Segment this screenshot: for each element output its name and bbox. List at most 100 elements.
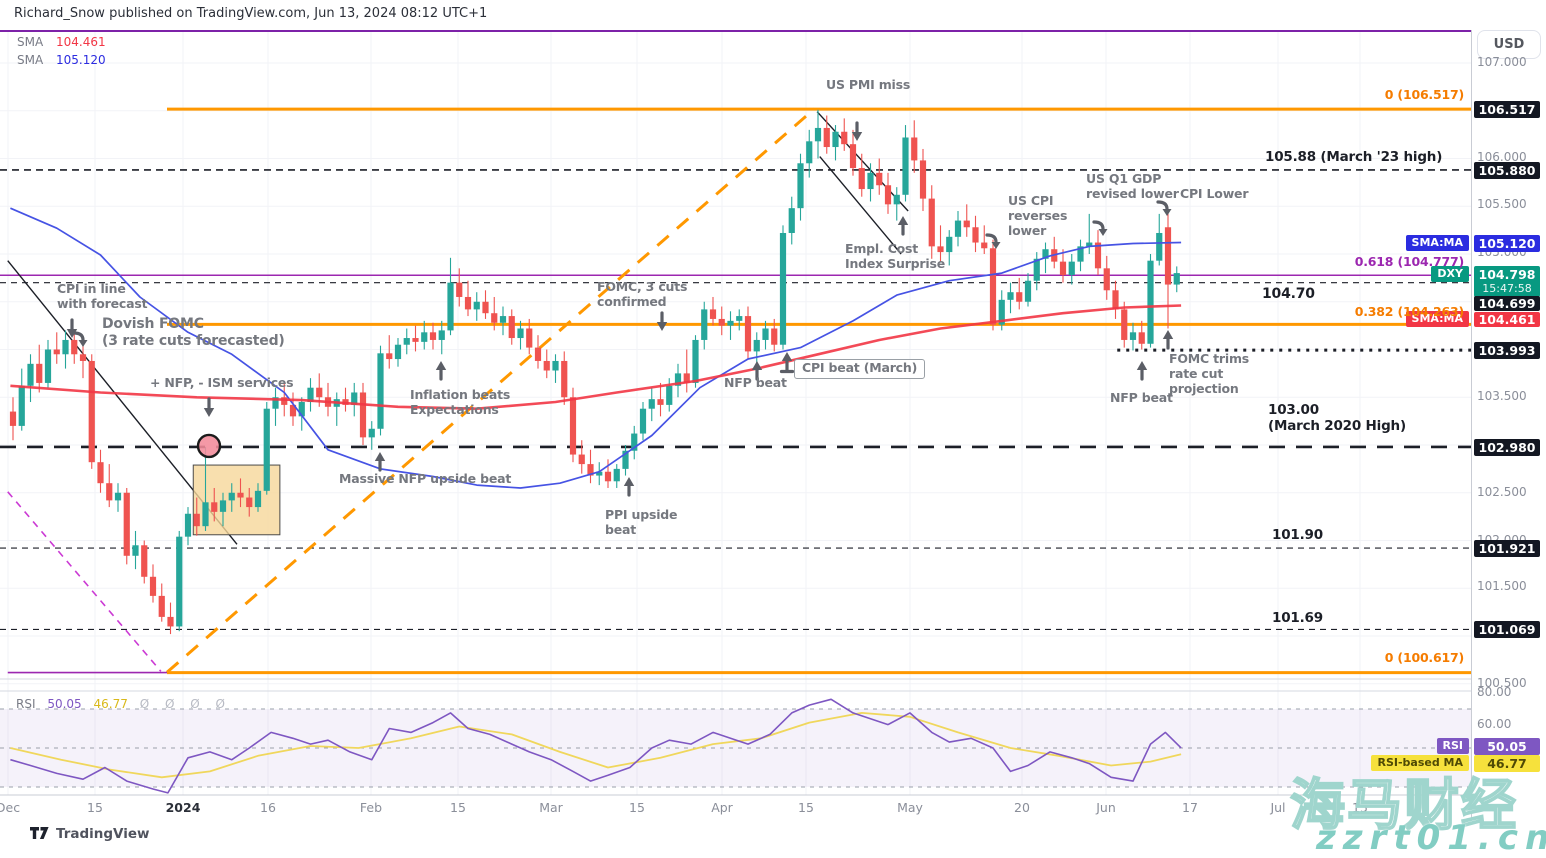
annotation-fib-0-top[interactable]: 0 (106.517) [1384, 87, 1464, 102]
candle-body [447, 282, 454, 331]
annotation-level-105-88[interactable]: 105.88 (March '23 high) [1265, 149, 1443, 165]
annotation-fomc-trims[interactable]: FOMC trims rate cut projection [1169, 351, 1250, 396]
annotation-nfp-beat-apr[interactable]: NFP beat [724, 375, 787, 390]
annotation-arrow-up[interactable] [623, 477, 635, 497]
candle-body [9, 411, 17, 426]
annotation-arrow-down[interactable] [656, 311, 668, 331]
annotation-fib-382[interactable]: 0.382 (104.263) [1354, 304, 1464, 319]
candle-body [1164, 227, 1172, 285]
candle-body [79, 354, 87, 361]
candle-body [377, 353, 384, 429]
annotation-arrow-hook[interactable] [72, 331, 88, 347]
candle-body [911, 137, 918, 161]
annotation-fib-618[interactable]: 0.618 (104.777) [1354, 254, 1464, 269]
candle-body [193, 513, 200, 527]
time-tick-16: 16 [260, 800, 276, 815]
price-badge-105.880: 105.880 [1474, 161, 1540, 179]
candle-body [666, 385, 673, 405]
annotation-arrow-down[interactable] [203, 397, 215, 417]
annotation-arrow-up[interactable] [1162, 330, 1174, 350]
brand-text: TradingView [56, 826, 150, 842]
price-axis[interactable] [1471, 30, 1546, 820]
candle-body [928, 198, 935, 247]
annotation-arrow-up[interactable] [1136, 361, 1148, 381]
candle-body [464, 296, 472, 310]
price-badge-104.798: 104.798 15:47:58 [1474, 265, 1540, 297]
annotation-nfp-ism[interactable]: + NFP, - ISM services [150, 375, 294, 390]
annotation-inflation-beats[interactable]: Inflation beats Expectations [410, 387, 511, 417]
candle-body [88, 360, 95, 463]
candle-body [963, 220, 970, 228]
candle-body [648, 399, 655, 409]
annotation-level-103-00[interactable]: 103.00 (March 2020 High) [1268, 402, 1406, 434]
candle-body [876, 172, 883, 186]
annotation-level-101-69[interactable]: 101.69 [1272, 610, 1323, 626]
rsi-ma-value: 46.77 [93, 697, 128, 711]
sma-legend-row-2: SMA 105.120 [17, 51, 115, 69]
annotation-arrow-up[interactable] [435, 361, 447, 381]
annotation-cpi-in-line[interactable]: CPI in line with forecast [57, 281, 148, 311]
candle-body [176, 536, 183, 627]
annotation-cpi-lower[interactable]: CPI Lower [1180, 186, 1249, 201]
annotation-us-q1-gdp[interactable]: US Q1 GDP revised lower [1086, 171, 1179, 201]
annotation-massive-nfp[interactable]: Massive NFP upside beat [339, 471, 512, 486]
annotation-arrow-hook[interactable] [985, 233, 1001, 249]
annotation-nfp-beat-jun[interactable]: NFP beat [1110, 390, 1173, 405]
candle-body [27, 363, 34, 386]
candle-body [596, 471, 603, 476]
price-tick: 60.00 [1477, 717, 1512, 731]
candle-body [482, 301, 489, 314]
annotation-arrow-down[interactable] [851, 121, 863, 141]
price-tick: 102.500 [1477, 485, 1527, 499]
annotation-us-cpi-reverses[interactable]: US CPI reverses lower [1008, 193, 1068, 238]
annotation-arrow-hook[interactable] [1156, 200, 1172, 216]
candle-body [849, 144, 857, 169]
candle-body [1121, 309, 1128, 340]
rsi-value: 50.05 [47, 697, 82, 711]
annotation-cpi-beat-march[interactable]: CPI beat (March) [794, 359, 926, 379]
candle-body [1033, 258, 1040, 281]
price-badge-102.980: 102.980 [1474, 438, 1540, 456]
candle-body [246, 497, 253, 508]
candle-body [981, 242, 988, 249]
circle-marker [196, 433, 222, 459]
candle-body [1024, 280, 1032, 302]
annotation-level-101-90[interactable]: 101.90 [1272, 527, 1323, 543]
annotation-empl-cost[interactable]: Empl. Cost Index Surprise [845, 241, 945, 271]
annotation-arrow-hook[interactable] [1092, 220, 1108, 236]
candle-body [753, 339, 760, 352]
up-trendline-dashed [166, 107, 816, 674]
tradingview-brand[interactable]: TradingView [30, 826, 150, 842]
annotation-arrow-up[interactable] [374, 452, 386, 472]
series-label-SMA:MA: SMA:MA [1405, 235, 1469, 251]
sma-red-line [10, 304, 1182, 410]
candle-body [893, 194, 900, 205]
annotation-us-pmi-miss[interactable]: US PMI miss [826, 77, 911, 92]
price-badge-101.921: 101.921 [1474, 539, 1540, 557]
time-tick-2024: 2024 [165, 800, 201, 815]
time-tick-15: 15 [1352, 800, 1368, 815]
annotation-ppi-upside[interactable]: PPI upside beat [605, 507, 678, 537]
candle-body [499, 316, 507, 323]
annotation-arrow-down[interactable] [66, 318, 78, 338]
annotation-level-104-70[interactable]: 104.70 [1262, 286, 1315, 302]
annotation-fib-0-bottom[interactable]: 0 (100.617) [1384, 650, 1464, 665]
price-tick: 107.000 [1477, 55, 1527, 69]
annotation-arrow-up[interactable] [897, 216, 909, 236]
candle-body [526, 328, 533, 348]
candle-body [657, 399, 664, 405]
currency-button[interactable]: USD [1477, 30, 1541, 59]
indicator-legend[interactable]: SMA 104.461 SMA 105.120 [17, 33, 115, 69]
annotation-dovish-fomc[interactable]: Dovish FOMC (3 rate cuts forecasted) [102, 316, 285, 349]
annotation-arrow-up[interactable] [751, 361, 763, 381]
publication-title: Richard_Snow published on TradingView.co… [14, 6, 488, 21]
candle-body [421, 332, 428, 342]
annotation-fomc-3cuts[interactable]: FOMC, 3 cuts confirmed [597, 279, 688, 309]
sma1-value: 104.461 [56, 35, 106, 49]
candle-body [736, 316, 743, 321]
rsi-legend[interactable]: RSI 50.05 46.77 Ø Ø Ø Ø [16, 697, 239, 711]
annotation-arrow-upbar[interactable] [779, 352, 795, 374]
tradingview-logo-icon [30, 827, 49, 839]
price-badge-103.993: 103.993 [1474, 341, 1540, 359]
